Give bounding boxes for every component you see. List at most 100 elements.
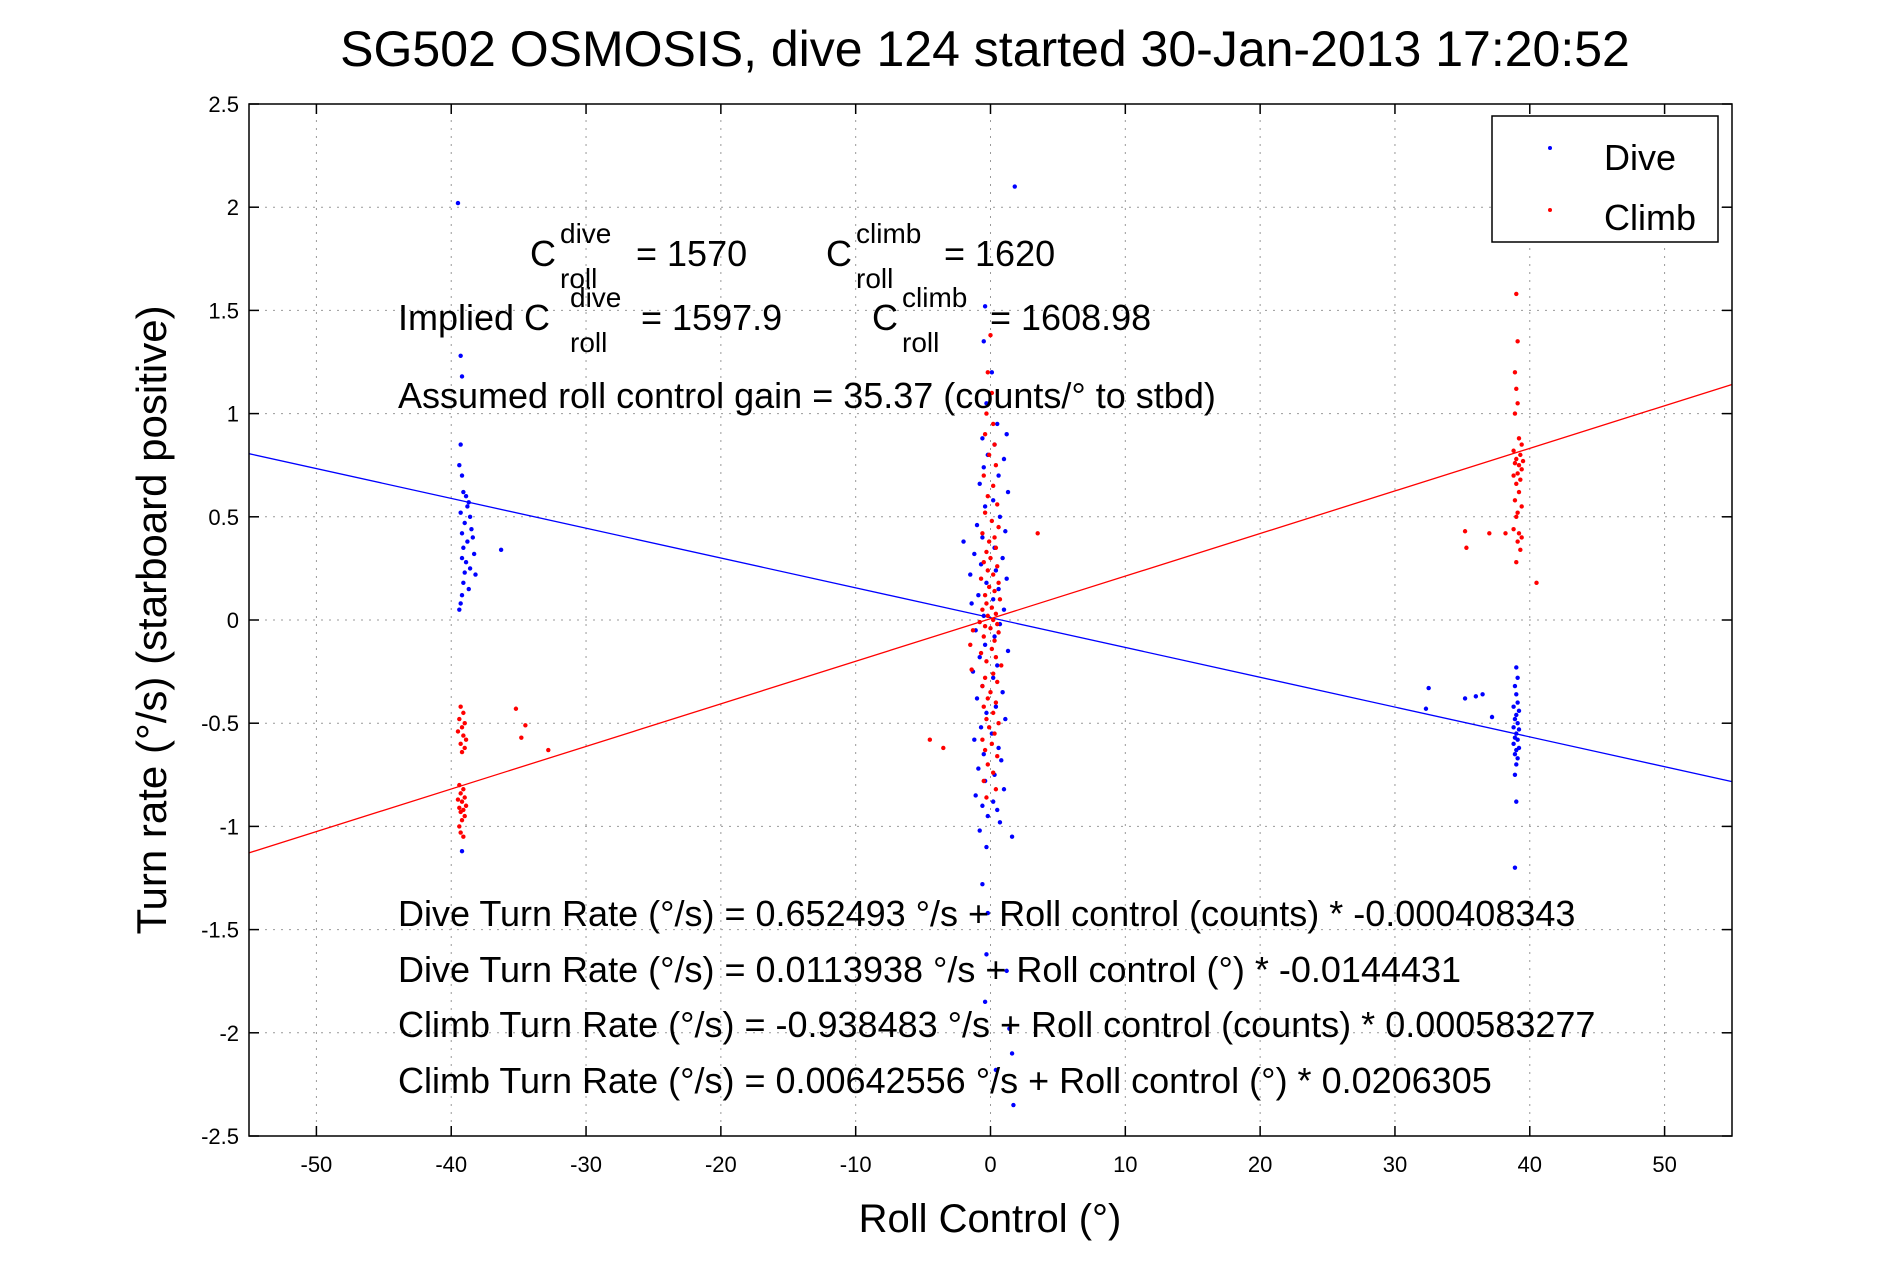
climb-point (993, 545, 999, 550)
dive-series (455, 184, 1522, 1108)
climb-point (992, 588, 997, 594)
climb-point (981, 634, 986, 639)
y-tick-label: 0.5 (208, 505, 239, 530)
dive-point (973, 793, 978, 798)
climb-point (969, 667, 974, 672)
climb-point (1515, 339, 1520, 344)
climb-point (981, 704, 986, 709)
climb-point (984, 411, 989, 416)
climb-point (459, 725, 465, 730)
c-roll-dive-sub: roll (560, 263, 597, 294)
fit-equations: Dive Turn Rate (°/s) = 0.652493 °/s + Ro… (398, 893, 1595, 1101)
fit-eq-climb-degrees: Climb Turn Rate (°/s) = 0.00642556 °/s +… (398, 1060, 1492, 1101)
dive-point (969, 601, 974, 606)
climb-point (982, 747, 988, 753)
climb-point (996, 524, 1001, 530)
climb-point (996, 580, 1001, 586)
dive-point (980, 535, 985, 540)
dive-point (1003, 529, 1008, 534)
dive-point (1423, 706, 1429, 711)
climb-point (1515, 401, 1520, 406)
climb-point (1515, 471, 1520, 476)
x-tick-label: 0 (984, 1152, 996, 1177)
legend-item-climb: Climb (1548, 197, 1696, 238)
dive-point (461, 580, 466, 586)
dive-point (972, 737, 977, 742)
climb-point (1515, 539, 1520, 544)
climb-point (1519, 535, 1524, 540)
dive-point (990, 597, 996, 602)
climb-point (1534, 580, 1539, 586)
y-axis-label: Turn rate (°/s) (starboard positive) (128, 305, 175, 934)
climb-point (1511, 526, 1516, 532)
climb-point (990, 421, 996, 427)
climb-point (458, 704, 463, 709)
dive-point (993, 568, 999, 573)
climb-point (1516, 436, 1522, 441)
climb-point (992, 442, 997, 447)
plot-area (249, 104, 1732, 1136)
x-tick-label: -20 (705, 1152, 737, 1177)
climb-point (457, 782, 462, 788)
climb-point (996, 630, 1001, 635)
dive-point (968, 572, 973, 577)
dive-point (498, 547, 504, 553)
climb-point (989, 518, 995, 524)
climb-point (461, 710, 466, 716)
climb-point (513, 706, 519, 711)
dive-point (996, 473, 1001, 478)
dive-point (1514, 799, 1519, 804)
climb-point (985, 493, 991, 499)
climb-point (462, 795, 467, 800)
dive-point (974, 522, 980, 528)
dive-point (1512, 772, 1518, 777)
dive-point (981, 339, 986, 344)
implied-dive-sup: dive (570, 282, 621, 313)
climb-point (977, 619, 982, 625)
climb-point (458, 791, 463, 796)
dive-point (981, 751, 986, 757)
chart-title: SG502 OSMOSIS, dive 124 started 30-Jan-2… (340, 21, 1630, 77)
dive-point (465, 539, 470, 544)
dive-point (470, 535, 475, 540)
climb-point (984, 716, 989, 722)
dive-point (1516, 727, 1522, 732)
dive-point (1001, 787, 1007, 792)
climb-point (1512, 411, 1518, 416)
dive-point (990, 498, 996, 503)
fit-eq-climb-counts: Climb Turn Rate (°/s) = -0.938483 °/s + … (398, 1004, 1595, 1045)
climb-point (458, 830, 463, 835)
climb-point (519, 735, 524, 740)
x-tick-label: 50 (1652, 1152, 1676, 1177)
dive-point (1511, 725, 1516, 730)
climb-point (980, 607, 985, 612)
climb-point (1514, 514, 1519, 519)
dive-point (989, 370, 995, 375)
implied-climb-sub: roll (902, 327, 939, 358)
dive-point (990, 675, 996, 680)
climb-point (462, 813, 467, 819)
dive-point (984, 401, 989, 406)
climb-point (985, 762, 991, 767)
climb-point (984, 601, 989, 606)
climb-point (996, 721, 1001, 726)
dive-point (1489, 714, 1495, 720)
dive-point (1514, 747, 1519, 753)
dive-point (466, 500, 471, 505)
dive-point (1011, 1102, 1016, 1108)
climb-point (993, 654, 999, 660)
dive-point (1514, 712, 1519, 718)
climb-point (985, 696, 991, 701)
y-tick-label: 2.5 (208, 92, 239, 117)
dive-point (1511, 741, 1516, 747)
dive-point (1000, 690, 1005, 695)
climb-point (981, 473, 986, 478)
fit-eq-dive-degrees: Dive Turn Rate (°/s) = 0.0113938 °/s + R… (398, 949, 1461, 990)
climb-point (462, 721, 467, 726)
dive-point (467, 566, 473, 571)
dive-point (1514, 665, 1519, 670)
dive-point (1005, 489, 1011, 495)
climb-point (990, 671, 996, 676)
c-roll-dive-sup: dive (560, 218, 611, 249)
dive-point (1005, 648, 1011, 654)
